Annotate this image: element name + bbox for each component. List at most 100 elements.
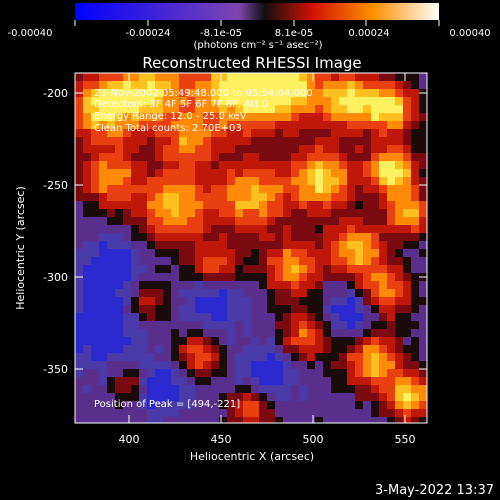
heatmap-cell [355,281,363,289]
heatmap-cell [75,313,83,321]
heatmap-cell [419,377,427,385]
heatmap-cell [219,305,227,313]
heatmap-cell [251,153,259,161]
heatmap-cell [243,265,251,273]
heatmap-cell [315,313,323,321]
heatmap-cell [315,369,323,377]
heatmap-cell [331,401,339,409]
heatmap-cell [163,401,171,409]
heatmap-cell [251,361,259,369]
heatmap-cell [235,177,243,185]
heatmap-cell [75,241,83,249]
heatmap-cell [347,337,355,345]
heatmap-cell [307,137,315,145]
heatmap-cell [339,209,347,217]
heatmap-cell [403,113,411,121]
heatmap-cell [419,193,427,201]
heatmap-cell [91,177,99,185]
heatmap-cell [331,281,339,289]
heatmap-cell [123,361,131,369]
heatmap-cell [331,185,339,193]
heatmap-cell [251,169,259,177]
heatmap-cell [99,97,107,105]
heatmap-cell [107,137,115,145]
heatmap-cell [251,313,259,321]
heatmap-cell [187,385,195,393]
heatmap-cell [291,289,299,297]
heatmap-cell [179,73,187,81]
heatmap-cell [299,113,307,121]
heatmap-cell [275,385,283,393]
heatmap-cell [139,385,147,393]
heatmap-cell [395,409,403,417]
heatmap-cell [315,393,323,401]
heatmap-cell [347,345,355,353]
heatmap-cell [219,265,227,273]
heatmap-cell [251,265,259,273]
heatmap-cell [139,337,147,345]
heatmap-cell [83,89,91,97]
heatmap-cell [363,401,371,409]
heatmap-cell [251,329,259,337]
heatmap-cell [395,265,403,273]
heatmap-cell [291,113,299,121]
heatmap-cell [403,297,411,305]
heatmap-cell [211,353,219,361]
heatmap-cell [275,233,283,241]
heatmap-cell [411,297,419,305]
heatmap-cell [315,337,323,345]
heatmap-cell [195,401,203,409]
heatmap-cell [371,297,379,305]
heatmap-cell [243,257,251,265]
heatmap-cell [139,89,147,97]
heatmap-cell [243,377,251,385]
heatmap-cell [291,81,299,89]
heatmap-cell [259,281,267,289]
heatmap-cell [155,185,163,193]
heatmap-cell [131,289,139,297]
heatmap-cell [75,249,83,257]
heatmap-cell [323,97,331,105]
heatmap-cell [395,145,403,153]
heatmap-cell [131,353,139,361]
heatmap-cell [179,137,187,145]
heatmap-cell [331,329,339,337]
heatmap-cell [283,409,291,417]
heatmap-cell [235,345,243,353]
heatmap-cell [355,369,363,377]
heatmap-cell [115,145,123,153]
heatmap-cell [211,329,219,337]
heatmap-cell [371,265,379,273]
heatmap-cell [195,361,203,369]
heatmap-cell [163,233,171,241]
heatmap-cell [187,305,195,313]
heatmap-cell [243,417,251,423]
heatmap-cell [363,89,371,97]
heatmap-cell [275,153,283,161]
heatmap-cell [331,385,339,393]
heatmap-cell [371,249,379,257]
heatmap-cell [75,377,83,385]
heatmap-cell [267,193,275,201]
heatmap-cell [363,321,371,329]
heatmap-cell [131,113,139,121]
heatmap-cell [227,369,235,377]
heatmap-cell [75,225,83,233]
heatmap-cell [187,129,195,137]
heatmap-cell [75,97,83,105]
heatmap-cell [155,177,163,185]
colorbar-unit-label: (photons cm⁻² s⁻¹ asec⁻²) [193,40,322,51]
heatmap-cell [107,281,115,289]
heatmap-cell [283,185,291,193]
heatmap-cell [379,89,387,97]
heatmap-cell [411,409,419,417]
heatmap-cell [75,401,83,409]
heatmap-cell [235,185,243,193]
heatmap-cell [411,193,419,201]
heatmap-cell [379,241,387,249]
heatmap-cell [267,177,275,185]
heatmap-cell [267,97,275,105]
heatmap-cell [171,225,179,233]
heatmap-cell [243,297,251,305]
heatmap-cell [275,129,283,137]
